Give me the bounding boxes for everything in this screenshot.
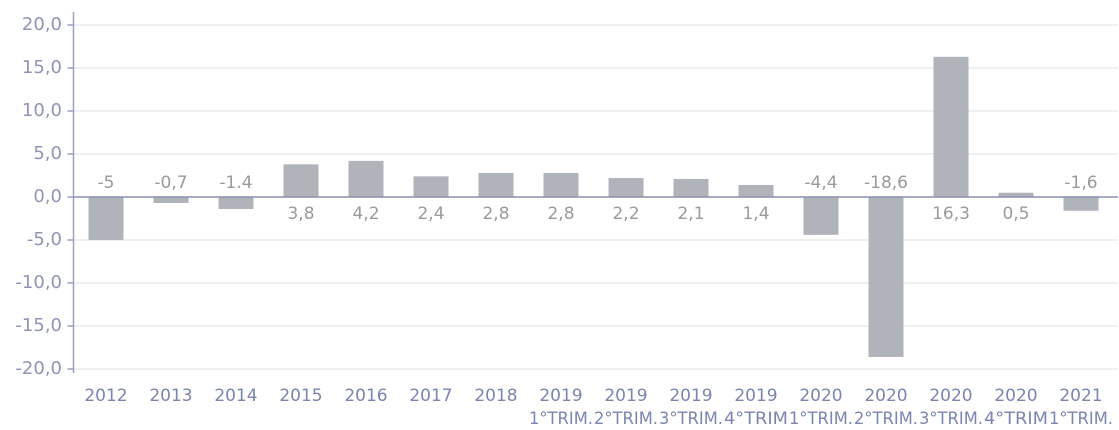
- bar: [608, 178, 644, 197]
- value-label: -1,6: [1064, 173, 1097, 193]
- bar: [673, 178, 709, 197]
- x-tick-label: 2020: [799, 386, 842, 406]
- x-tick-label: 2013: [149, 386, 192, 406]
- x-tick-label: 2016: [344, 386, 387, 406]
- x-tick-label: 2019: [669, 386, 712, 406]
- value-label: 4,2: [352, 204, 379, 224]
- x-tick-label: 2018: [474, 386, 517, 406]
- bar: [933, 56, 969, 197]
- value-label: 1,4: [742, 204, 769, 224]
- y-tick-label: -5,0: [27, 229, 62, 250]
- value-label: 2,8: [482, 204, 509, 224]
- y-tick-label: 10,0: [22, 100, 62, 121]
- x-tick-label: 2019: [539, 386, 582, 406]
- x-tick-sublabel: 1°TRIM.: [789, 409, 853, 429]
- bar: [543, 172, 579, 197]
- y-tick-label: -10,0: [15, 272, 62, 293]
- y-tick-label: -20,0: [15, 358, 62, 379]
- x-tick-label: 2019: [734, 386, 777, 406]
- value-label: -5: [98, 173, 115, 193]
- y-tick-label: 20,0: [22, 14, 62, 35]
- bar: [803, 197, 839, 235]
- x-tick-sublabel: 4°TRIM: [724, 409, 788, 429]
- y-tick-label: 0,0: [33, 186, 62, 207]
- x-tick-label: 2020: [994, 386, 1037, 406]
- x-tick-sublabel: 2°TRIM.: [594, 409, 658, 429]
- bar: [868, 197, 904, 357]
- y-tick-label: 5,0: [33, 143, 62, 164]
- x-tick-label: 2014: [214, 386, 257, 406]
- bar: [478, 172, 514, 197]
- x-tick-label: 2012: [84, 386, 127, 406]
- x-tick-sublabel: 2°TRIM.: [854, 409, 918, 429]
- x-tick-label: 2015: [279, 386, 322, 406]
- bar: [998, 192, 1034, 197]
- x-tick-label: 2019: [604, 386, 647, 406]
- value-label: 2,4: [417, 204, 444, 224]
- y-tick-label: 15,0: [22, 57, 62, 78]
- x-tick-label: 2020: [929, 386, 972, 406]
- value-label: -18,6: [864, 173, 908, 193]
- x-tick-label: 2021: [1059, 386, 1102, 406]
- bar: [218, 197, 254, 210]
- x-tick-sublabel: 3°TRIM.: [659, 409, 723, 429]
- bar: [153, 197, 189, 204]
- x-tick-label: 2020: [864, 386, 907, 406]
- value-label: 2,2: [612, 204, 639, 224]
- x-tick-sublabel: 3°TRIM.: [919, 409, 983, 429]
- bar: [413, 176, 449, 197]
- x-tick-sublabel: 4°TRIM: [984, 409, 1048, 429]
- value-label: 0,5: [1002, 204, 1029, 224]
- x-tick-sublabel: 1°TRIM.: [1049, 409, 1113, 429]
- value-label: -4,4: [804, 173, 837, 193]
- bar: [1063, 197, 1099, 211]
- value-label: 2,1: [677, 204, 704, 224]
- value-label: 2,8: [547, 204, 574, 224]
- y-tick-label: -15,0: [15, 315, 62, 336]
- value-label: 3,8: [287, 204, 314, 224]
- x-tick-sublabel: 1°TRIM.: [529, 409, 593, 429]
- value-label: -1.4: [219, 173, 252, 193]
- bar: [283, 164, 319, 197]
- x-tick-label: 2017: [409, 386, 452, 406]
- value-label: 16,3: [932, 204, 970, 224]
- bar: [738, 184, 774, 197]
- bar: [348, 160, 384, 197]
- bar: [88, 197, 124, 240]
- value-label: -0,7: [154, 173, 187, 193]
